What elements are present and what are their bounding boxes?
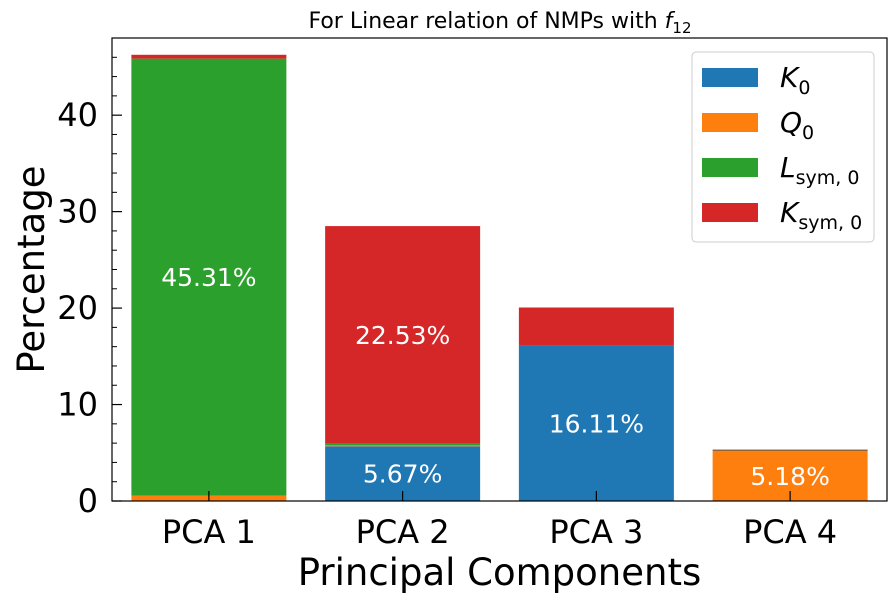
y-axis-label: Percentage [10,165,53,373]
bar-segment-pca1-lsym0 [131,58,287,496]
x-tick-label: PCA 1 [162,513,256,551]
legend-swatch [702,158,758,177]
chart-title-subscript: 12 [672,19,691,37]
y-tick-label: 30 [57,193,98,231]
bar-value-label: 22.53% [355,321,450,350]
x-tick-label: PCA 2 [356,513,450,551]
bar-segment-pca4-ksym0 [712,449,868,451]
legend-entry: Ksym, 0 [780,196,862,234]
bar-segment-pca2-ksym0 [325,226,481,444]
legend-entry-subscript: sym, 0 [798,212,862,234]
legend-swatch [702,68,758,87]
bar-segment-pca3-ksym0 [518,307,674,346]
x-tick-label: PCA 3 [549,513,643,551]
legend-entry: Lsym, 0 [780,151,859,189]
bar-segment-pca1-ksym0 [131,54,287,59]
bar-value-label: 5.67% [363,460,442,489]
y-tick-label: 20 [57,289,98,327]
legend-entry-subscript: sym, 0 [796,167,860,189]
y-tick-label: 10 [57,386,98,424]
legend-entry-subscript: 0 [802,122,814,144]
chart-title-text: For Linear relation of NMPs with [308,9,664,34]
y-tick-label: 0 [78,482,98,520]
legend-entry: K0 [780,61,810,99]
x-tick-label: PCA 4 [743,513,837,551]
chart-title-variable: f [665,9,676,34]
legend-swatch [702,203,758,222]
x-axis-label: Principal Components [298,551,702,594]
bar-segment-pca2-q0 [325,445,481,447]
legend-entry-symbol: K [780,196,801,229]
bar-segment-pca2-lsym0 [325,443,481,446]
legend-entry-symbol: Q [780,106,802,139]
y-tick-label: 40 [57,96,98,134]
legend-entry-subscript: 0 [798,77,810,99]
chart-title: For Linear relation of NMPs with f12 [308,9,691,37]
bar-value-label: 16.11% [549,409,644,438]
legend-entry-symbol: K [780,61,801,94]
legend-box [691,51,875,243]
legend-entry-symbol: L [780,151,796,184]
bar-value-label: 5.18% [750,462,829,491]
legend-entry: Q0 [780,106,814,144]
bar-value-label: 45.31% [161,263,256,292]
bar-segment-pca3-k0 [518,345,674,501]
legend-swatch [702,113,758,132]
